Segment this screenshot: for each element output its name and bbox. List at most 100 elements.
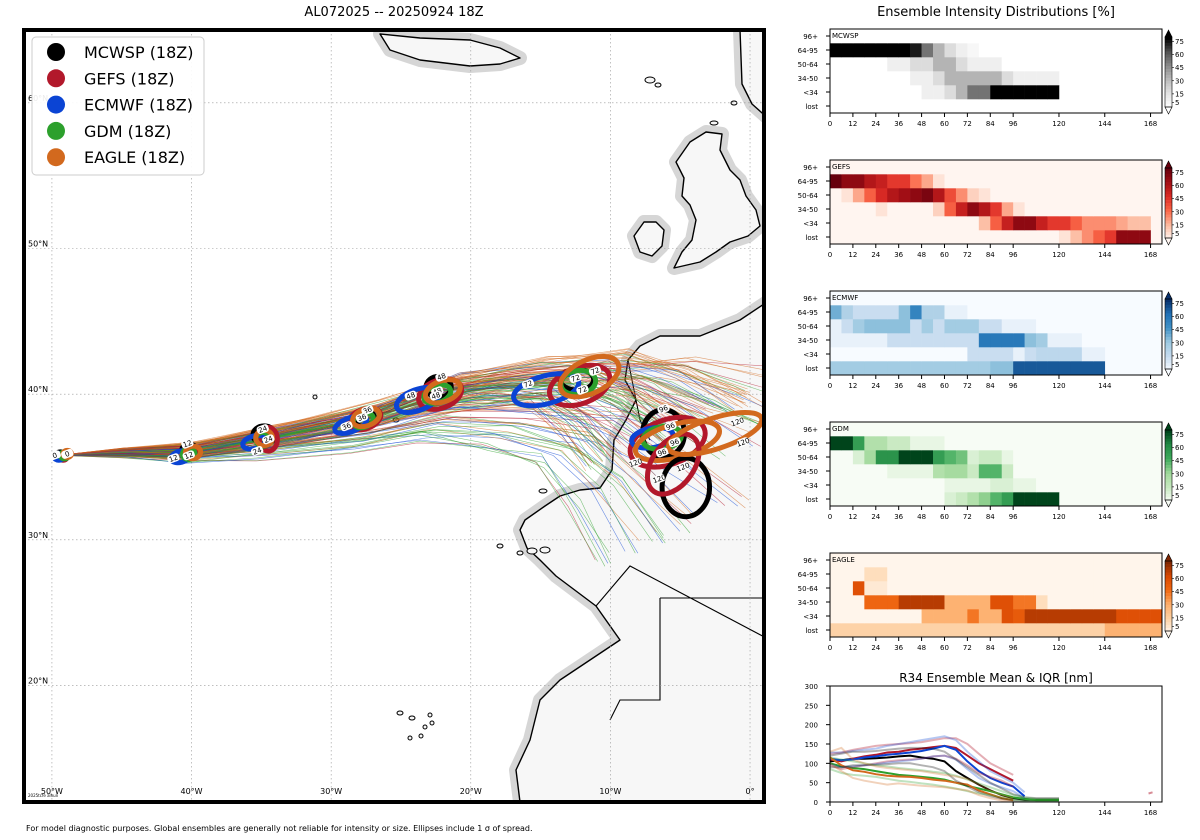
heatmap-cell: [1024, 450, 1037, 465]
heatmap-cell: [887, 609, 899, 624]
heatmap-cell: [1058, 174, 1071, 189]
heatmap-cell: [978, 567, 991, 582]
heatmap-cell: [933, 464, 945, 479]
heatmap-cell: [955, 29, 968, 44]
heatmap-cell: [944, 450, 957, 465]
x-tick-label: 48: [917, 251, 926, 259]
heatmap-cell: [1001, 623, 1014, 638]
heatmap-cell: [955, 581, 968, 596]
heatmap-cell: [898, 347, 911, 362]
colorbar-segment: [1165, 313, 1172, 317]
heatmap-cell: [1013, 216, 1025, 231]
hour-label-bg: [664, 421, 677, 432]
hour-label: 36: [356, 412, 368, 423]
heatmap-cell: [830, 436, 842, 451]
heatmap-cell: [887, 29, 899, 44]
heatmap-cell: [967, 202, 980, 217]
x-tick-label: 12: [848, 251, 857, 259]
heatmap-cell: [1104, 595, 1117, 610]
heatmap-cell: [933, 436, 945, 451]
heatmap-cell: [852, 361, 865, 376]
heatmap-cell: [864, 71, 877, 86]
heatmap-cell: [967, 99, 980, 114]
lon-tick-label: 10°W: [599, 787, 621, 796]
heatmap-cell: [830, 71, 842, 86]
ellipse-eagle-72h: [557, 354, 622, 400]
heatmap-cell: [990, 464, 1003, 479]
hour-label-group: 48: [435, 371, 448, 383]
heatmap-cell: [1058, 188, 1071, 203]
heatmap-cell: [910, 29, 922, 44]
heatmap-cell: [852, 333, 865, 348]
colorbar-tick-label: 45: [1175, 457, 1184, 465]
heatmap-cell: [978, 422, 991, 437]
colorbar-max-arrow: [1164, 553, 1173, 562]
heatmap-cell: [864, 333, 877, 348]
heatmap-cell: [1127, 595, 1140, 610]
r34-eagle-iqr-upper: [829, 746, 1014, 800]
r34-ecmwf-iqr-upper: [830, 735, 1026, 794]
colorbar-tick-label: 60: [1175, 575, 1184, 583]
heatmap-cell: [910, 188, 922, 203]
heatmap-cell: [1001, 553, 1014, 568]
heatmap-cell: [1013, 188, 1025, 203]
heatmap-cell: [898, 160, 911, 175]
heatmap-cell: [978, 57, 991, 72]
heatmap-cell: [944, 305, 957, 320]
heatmap-cell: [898, 230, 911, 245]
heatmap-cell: [955, 71, 968, 86]
heatmap-cell: [1024, 553, 1037, 568]
heatmap-cell: [1036, 347, 1048, 362]
heatmap-cell: [1047, 99, 1060, 114]
hour-label-bg: [355, 412, 369, 423]
heatmap-cell: [1150, 609, 1163, 624]
hour-label-bg: [429, 390, 443, 401]
heatmap-cell: [990, 319, 1003, 334]
colorbar-tick-label: 5: [1175, 99, 1179, 107]
heatmap-cell: [1070, 361, 1083, 376]
colorbar-segment: [1165, 610, 1172, 614]
heatmap-cell: [852, 623, 865, 638]
heatmap-cell: [933, 581, 945, 596]
heatmap-cell: [1001, 450, 1014, 465]
forecast-hour-labels: 0012121224242436363648484848727272729696…: [48, 365, 751, 485]
heatmap-cell: [955, 319, 968, 334]
r34-panel: R34 Ensemble Mean & IQR [nm] 0 50 100 150 200…: [805, 671, 1163, 817]
colorbar-segment: [1165, 593, 1172, 597]
heatmap-cell: [898, 29, 911, 44]
x-tick-label: 0: [828, 513, 832, 521]
hour-label-bg: [657, 403, 670, 414]
colorbar-segment: [1165, 625, 1172, 629]
x-tick-label: 12: [848, 382, 857, 390]
heatmap-cell: [990, 160, 1003, 175]
heatmap-cell: [933, 450, 945, 465]
heatmap-cell: [944, 492, 957, 507]
hour-label-bg: [588, 365, 602, 376]
x-tick-label: 84: [986, 120, 995, 128]
heatmap-cell: [944, 57, 957, 72]
heatmap-cell: [1070, 567, 1083, 582]
heatmap-cell: [1013, 230, 1025, 245]
x-tick-label: 84: [986, 251, 995, 259]
heatmap-cell: [1036, 71, 1048, 86]
r34-gdm-iqr-lower: [829, 768, 1059, 803]
x-tick-label: 144: [1098, 120, 1112, 128]
heatmap-cell: [967, 436, 980, 451]
heatmap-cell: [1058, 216, 1071, 231]
hour-label: 96: [665, 421, 677, 432]
heatmap-cell: [955, 305, 968, 320]
hour-label: 48: [436, 372, 447, 383]
hour-label-group: 12: [181, 438, 194, 449]
heatmap-cell: [910, 160, 922, 175]
heatmap-cell: [933, 188, 945, 203]
heatmap-cell: [921, 216, 934, 231]
heatmap-cell: [1047, 478, 1060, 493]
heatmap-cell: [910, 609, 922, 624]
colorbar-tick-label: 75: [1175, 300, 1184, 308]
panel-frame: [829, 421, 1163, 507]
x-tick-label: 72: [963, 120, 972, 128]
heatmap-cell: [1001, 333, 1014, 348]
colorbar-tick-label: 75: [1175, 431, 1184, 439]
colorbar-segment: [1165, 325, 1172, 329]
heatmap-cell: [852, 581, 865, 596]
